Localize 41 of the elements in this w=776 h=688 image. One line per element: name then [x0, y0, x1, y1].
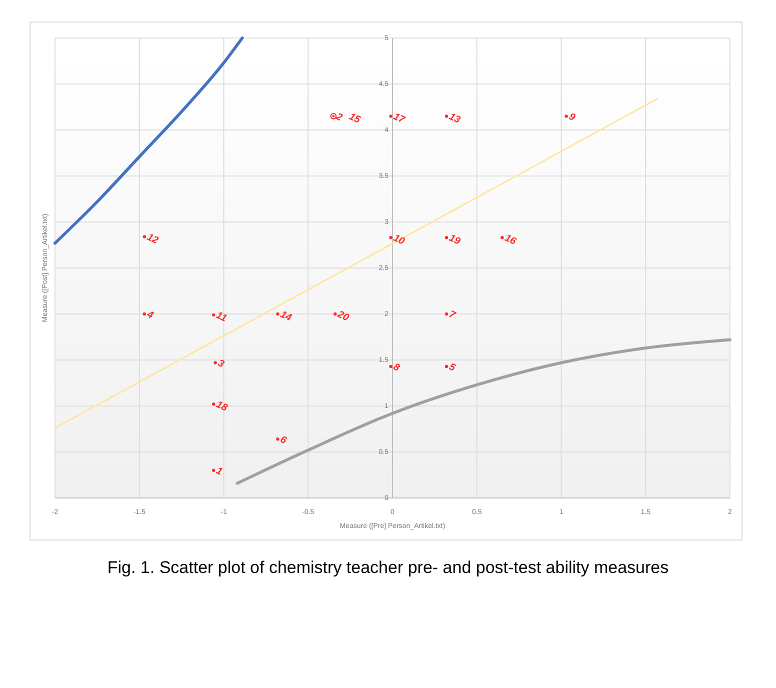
line-series — [54, 36, 244, 245]
text: 10 — [391, 232, 407, 248]
point — [212, 468, 216, 472]
caption: Fig. 1. Scatter plot of chemistry teacher pre- and post-test ability measures — [107, 558, 669, 577]
point — [334, 312, 337, 316]
point — [142, 235, 146, 238]
point — [444, 236, 448, 240]
point — [444, 114, 448, 118]
text: 1 — [214, 466, 224, 478]
point — [444, 312, 448, 316]
point — [142, 312, 146, 316]
point — [276, 312, 280, 316]
text: 8 — [391, 362, 402, 374]
text: 20 — [334, 308, 351, 324]
point — [500, 236, 504, 240]
point — [444, 364, 448, 368]
point — [212, 313, 216, 317]
point — [389, 114, 392, 118]
text: 5 — [447, 362, 458, 374]
text: 16 — [502, 232, 518, 248]
point — [389, 364, 392, 368]
text: 14 — [278, 309, 294, 324]
line-series — [236, 338, 732, 485]
text: 12 — [145, 232, 160, 247]
text: 4 — [144, 308, 156, 322]
point — [214, 361, 217, 364]
text: 7 — [447, 309, 458, 322]
text: 15 — [347, 111, 362, 126]
point — [212, 402, 216, 406]
text: 19 — [447, 232, 462, 248]
text: 2 — [333, 110, 344, 124]
point — [564, 114, 568, 118]
point — [389, 236, 392, 240]
text: 13 — [447, 111, 462, 126]
text: 18 — [214, 399, 230, 414]
text: 9 — [566, 111, 578, 124]
text: 3 — [216, 358, 226, 370]
text: 6 — [278, 434, 288, 447]
point — [276, 438, 280, 441]
text: 17 — [391, 111, 407, 126]
text: 11 — [214, 310, 229, 325]
